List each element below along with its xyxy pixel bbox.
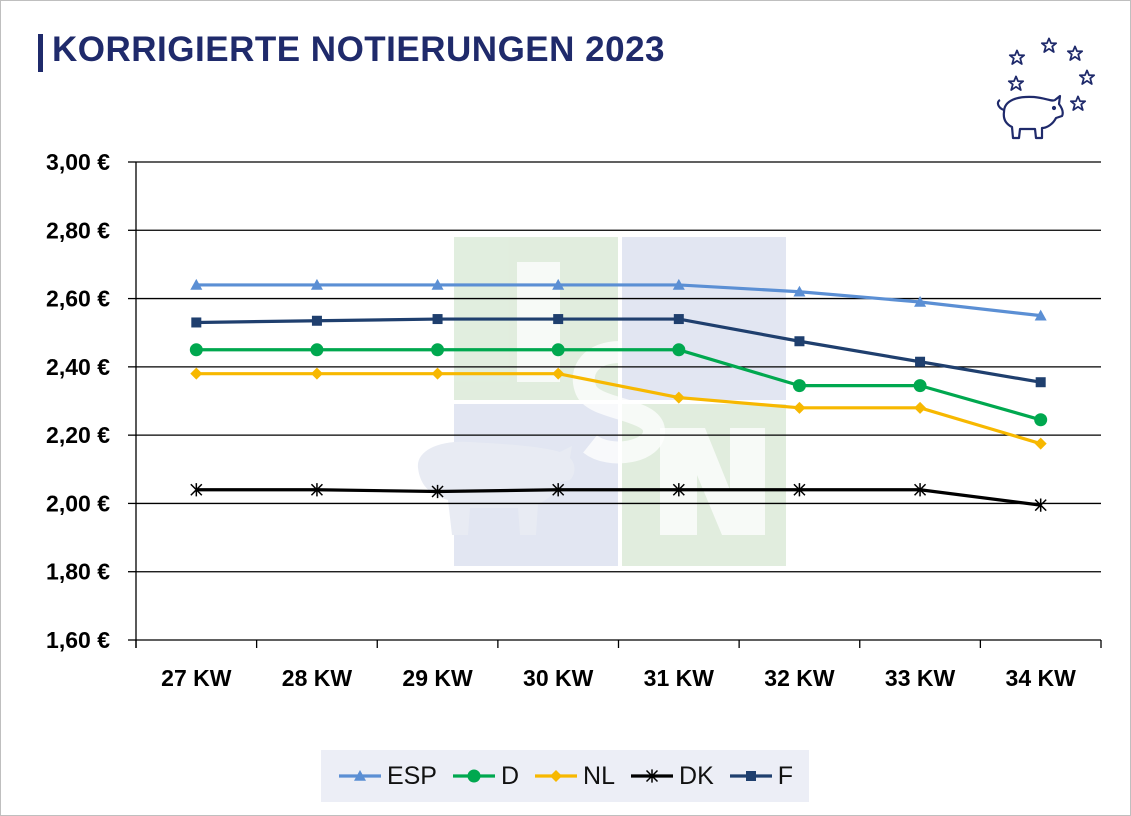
legend-swatch <box>338 770 381 781</box>
data-point-esp <box>552 278 565 290</box>
data-point-nl <box>793 401 806 414</box>
data-point-f <box>311 315 322 326</box>
legend-item-nl: NL <box>533 762 615 791</box>
data-point-esp <box>431 278 444 290</box>
data-point-f <box>1035 377 1046 388</box>
data-point-d <box>310 343 324 357</box>
legend-label: NL <box>583 761 616 790</box>
data-point-nl <box>310 367 323 380</box>
legend-label: D <box>500 761 520 790</box>
series-nl <box>190 367 1047 450</box>
data-point-nl <box>914 401 927 414</box>
legend-swatch <box>729 771 772 781</box>
y-tick-label: 2,00 € <box>46 490 110 516</box>
data-point-nl <box>190 367 203 380</box>
data-point-esp <box>190 278 203 290</box>
series-line-f <box>196 317 1041 384</box>
x-tick-label: 28 KW <box>282 665 353 691</box>
data-point-dk <box>1034 498 1047 512</box>
y-tick-label: 2,20 € <box>46 422 110 448</box>
data-point-d <box>431 343 445 357</box>
title-accent-bar <box>38 34 43 72</box>
x-tick-label: 27 KW <box>161 665 232 691</box>
y-tick-label: 1,80 € <box>46 559 110 585</box>
chart-title: KORRIGIERTE NOTIERUNGEN 2023 <box>52 30 665 69</box>
series-line-nl <box>196 372 1042 446</box>
series-d <box>189 343 1048 427</box>
data-point-dk <box>672 483 685 497</box>
series-dk <box>190 483 1047 512</box>
grid-lines <box>136 161 1101 573</box>
x-tick-label: 30 KW <box>523 665 594 691</box>
series-line-dk <box>196 488 1041 507</box>
y-tick-label: 2,60 € <box>46 286 110 312</box>
legend-swatch <box>631 769 674 783</box>
data-point-d <box>551 343 565 357</box>
series-f <box>191 314 1046 388</box>
data-point-f <box>915 356 926 367</box>
data-point-f <box>553 314 564 325</box>
data-point-esp <box>310 278 323 290</box>
y-tick-label: 2,40 € <box>46 354 110 380</box>
chart-legend: ESP D NL DK F <box>321 750 809 802</box>
data-point-f <box>432 314 443 325</box>
data-point-dk <box>190 483 203 497</box>
data-point-d <box>672 343 686 357</box>
data-point-dk <box>310 483 323 497</box>
data-point-dk <box>793 483 806 497</box>
legend-label: DK <box>679 761 714 790</box>
legend-label: ESP <box>386 761 437 790</box>
legend-swatch <box>535 770 578 782</box>
data-point-nl <box>431 367 444 380</box>
data-point-d <box>913 379 927 393</box>
data-point-esp <box>793 285 806 297</box>
legend-swatch <box>452 769 495 783</box>
pig-stars-logo-icon <box>996 37 1096 140</box>
series-line-d <box>196 348 1042 422</box>
data-point-d <box>1034 413 1048 427</box>
series-esp <box>190 278 1047 321</box>
legend-item-f: F <box>728 762 793 791</box>
y-tick-label: 1,60 € <box>46 627 110 653</box>
data-point-nl <box>552 367 565 380</box>
data-point-dk <box>914 483 927 497</box>
data-point-f <box>191 317 202 328</box>
legend-item-esp: ESP <box>337 762 437 791</box>
series-layer <box>189 278 1048 512</box>
line-chart: 1,60 € 1,80 € 2,00 € 2,20 € 2,40 € 2,60 € 2,80… <box>46 149 1102 691</box>
series-line-esp <box>196 283 1041 318</box>
data-point-f <box>794 336 805 347</box>
x-tick-label: 31 KW <box>644 665 715 691</box>
x-tick-label: 29 KW <box>402 665 473 691</box>
y-tick-label: 3,00 € <box>46 149 110 175</box>
data-point-esp <box>914 295 927 307</box>
legend-label: F <box>777 761 794 790</box>
x-axis-labels: 27 KW 28 KW 29 KW 30 KW 31 KW 32 KW 33 KW 34 KW <box>161 665 1076 691</box>
legend-item-d: D <box>451 762 519 791</box>
data-point-dk <box>431 484 444 499</box>
chart-axes <box>128 161 1102 648</box>
data-point-nl <box>1034 437 1047 450</box>
data-point-esp <box>1034 309 1047 321</box>
x-tick-label: 33 KW <box>885 665 956 691</box>
x-tick-label: 34 KW <box>1006 665 1077 691</box>
data-point-nl <box>672 391 685 404</box>
data-point-f <box>673 314 684 325</box>
y-axis-labels: 1,60 € 1,80 € 2,00 € 2,20 € 2,40 € 2,60 € 2,80… <box>46 149 110 653</box>
data-point-d <box>189 343 203 357</box>
legend-item-dk: DK <box>629 762 714 791</box>
data-point-esp <box>672 278 685 290</box>
x-tick-label: 32 KW <box>764 665 835 691</box>
data-point-d <box>792 379 806 393</box>
data-point-dk <box>552 483 565 497</box>
y-tick-label: 2,80 € <box>46 217 110 243</box>
